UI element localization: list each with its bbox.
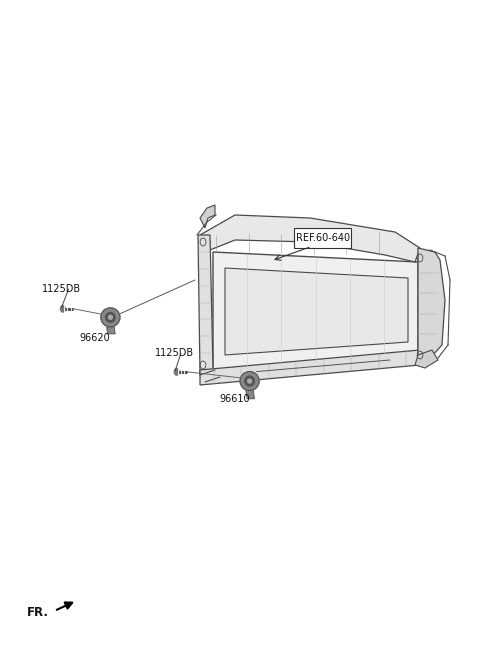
FancyBboxPatch shape bbox=[294, 228, 351, 248]
Ellipse shape bbox=[106, 313, 115, 323]
Ellipse shape bbox=[248, 379, 252, 383]
Polygon shape bbox=[213, 252, 418, 372]
Ellipse shape bbox=[101, 308, 120, 327]
Text: 1125DB: 1125DB bbox=[42, 284, 82, 294]
Text: 96620: 96620 bbox=[80, 332, 110, 343]
Polygon shape bbox=[246, 390, 254, 399]
Polygon shape bbox=[200, 215, 420, 262]
Text: REF.60-640: REF.60-640 bbox=[296, 233, 350, 243]
Polygon shape bbox=[198, 235, 213, 375]
Polygon shape bbox=[200, 205, 215, 228]
Polygon shape bbox=[200, 350, 420, 385]
Polygon shape bbox=[415, 350, 438, 368]
Circle shape bbox=[174, 369, 179, 375]
Ellipse shape bbox=[245, 376, 254, 386]
Polygon shape bbox=[225, 268, 408, 355]
Circle shape bbox=[60, 306, 65, 312]
Text: 1125DB: 1125DB bbox=[155, 348, 194, 359]
Polygon shape bbox=[107, 327, 115, 334]
Polygon shape bbox=[418, 248, 445, 362]
Ellipse shape bbox=[240, 372, 259, 390]
Text: FR.: FR. bbox=[26, 606, 48, 619]
Ellipse shape bbox=[108, 315, 112, 319]
Text: 96610: 96610 bbox=[219, 394, 250, 405]
